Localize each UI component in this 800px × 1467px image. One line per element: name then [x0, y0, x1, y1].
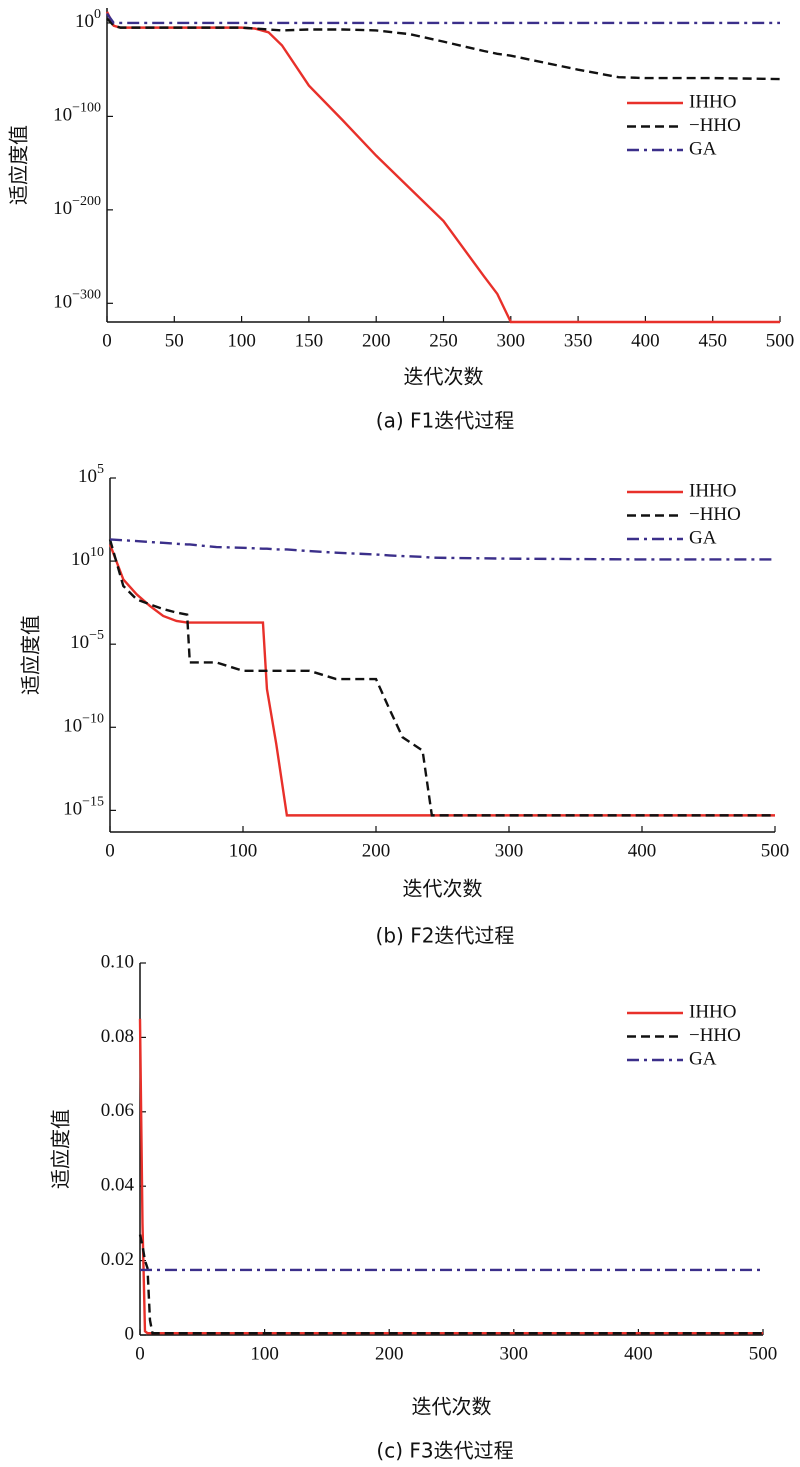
- caption: (a) F1迭代过程: [376, 409, 514, 433]
- x-tick-label: 500: [766, 330, 795, 351]
- y-tick-label: 10−300: [53, 288, 101, 313]
- tick-base: 10: [53, 292, 72, 313]
- legend-label: IHHO: [689, 480, 737, 501]
- series-line: [106, 17, 781, 81]
- series-line: [138, 1234, 763, 1335]
- x-axis-label: 迭代次数: [404, 365, 484, 389]
- tick-base: 10: [63, 716, 82, 737]
- tick-exponent: −5: [89, 628, 104, 643]
- x-tick-label: 0: [135, 1343, 145, 1364]
- series-line: [109, 538, 775, 561]
- y-tick-label: 10−200: [53, 194, 101, 219]
- x-tick-label: 400: [628, 840, 657, 861]
- y-tick-label: 10−100: [53, 101, 101, 126]
- x-tick-label: 350: [564, 330, 593, 351]
- tick-base: 10: [75, 11, 94, 32]
- y-tick-label: 0.04: [101, 1175, 135, 1196]
- tick-base: 10: [70, 633, 89, 654]
- x-tick-label: 300: [500, 1343, 529, 1364]
- x-tick-label: 100: [229, 840, 258, 861]
- tick-exponent: 0: [94, 7, 101, 22]
- series-line: [106, 12, 780, 25]
- y-axis-label: 适应度值: [49, 1109, 73, 1189]
- legend-label: GA: [689, 138, 717, 159]
- x-tick-label: 500: [761, 840, 790, 861]
- x-tick-label: 0: [105, 840, 115, 861]
- x-tick-label: 250: [429, 330, 458, 351]
- x-tick-label: 300: [497, 330, 526, 351]
- x-tick-label: 150: [295, 330, 324, 351]
- caption: (c) F3迭代过程: [376, 1439, 513, 1463]
- series-line: [105, 11, 780, 324]
- x-tick-label: 200: [375, 1343, 404, 1364]
- x-tick-label: 300: [495, 840, 524, 861]
- y-tick-label: 0: [125, 1323, 135, 1344]
- x-tick-label: 50: [165, 330, 184, 351]
- tick-base: 10: [63, 799, 82, 820]
- y-tick-label: 0.06: [101, 1100, 134, 1121]
- y-axis-label: 适应度值: [7, 125, 31, 205]
- tick-exponent: −15: [82, 795, 104, 810]
- tick-base: 10: [78, 466, 97, 487]
- tick-exponent: −10: [82, 712, 104, 727]
- x-tick-label: 0: [102, 330, 112, 351]
- legend-label: −HHO: [689, 504, 741, 525]
- legend-label: −HHO: [689, 115, 741, 136]
- tick-exponent: −100: [72, 101, 101, 116]
- legend-label: GA: [689, 1048, 717, 1069]
- y-tick-label: 10−5: [70, 628, 104, 653]
- x-tick-label: 450: [698, 330, 727, 351]
- y-tick-label: 100: [75, 7, 101, 32]
- x-tick-label: 400: [631, 330, 660, 351]
- y-tick-label: 1010: [71, 545, 104, 570]
- y-tick-label: 0.10: [101, 951, 134, 972]
- tick-exponent: 10: [90, 545, 104, 560]
- x-tick-label: 100: [227, 330, 256, 351]
- tick-exponent: −300: [72, 288, 101, 303]
- y-tick-label: 10−15: [63, 795, 104, 820]
- y-tick-label: 10−10: [63, 712, 104, 737]
- x-axis-label: 迭代次数: [403, 877, 483, 901]
- y-tick-label: 0.08: [101, 1026, 134, 1047]
- x-tick-label: 200: [362, 840, 391, 861]
- y-tick-label: 0.02: [101, 1249, 134, 1270]
- legend-label: GA: [689, 527, 717, 548]
- y-axis-label: 适应度值: [19, 615, 43, 695]
- series-line: [138, 1018, 763, 1335]
- x-tick-label: 100: [250, 1343, 279, 1364]
- tick-base: 10: [53, 198, 72, 219]
- tick-base: 10: [53, 105, 72, 126]
- y-tick-label: 105: [78, 462, 104, 487]
- x-tick-label: 200: [362, 330, 391, 351]
- legend-label: IHHO: [689, 1001, 737, 1022]
- x-tick-label: 400: [624, 1343, 653, 1364]
- caption: (b) F2迭代过程: [376, 924, 515, 948]
- series-line: [108, 539, 775, 817]
- x-axis-label: 迭代次数: [412, 1395, 492, 1419]
- tick-exponent: 5: [97, 462, 104, 477]
- tick-exponent: −200: [72, 194, 101, 209]
- x-tick-label: 500: [749, 1343, 778, 1364]
- legend-label: −HHO: [689, 1025, 741, 1046]
- series-line: [108, 544, 775, 817]
- legend-label: IHHO: [689, 91, 737, 112]
- tick-base: 10: [71, 549, 90, 570]
